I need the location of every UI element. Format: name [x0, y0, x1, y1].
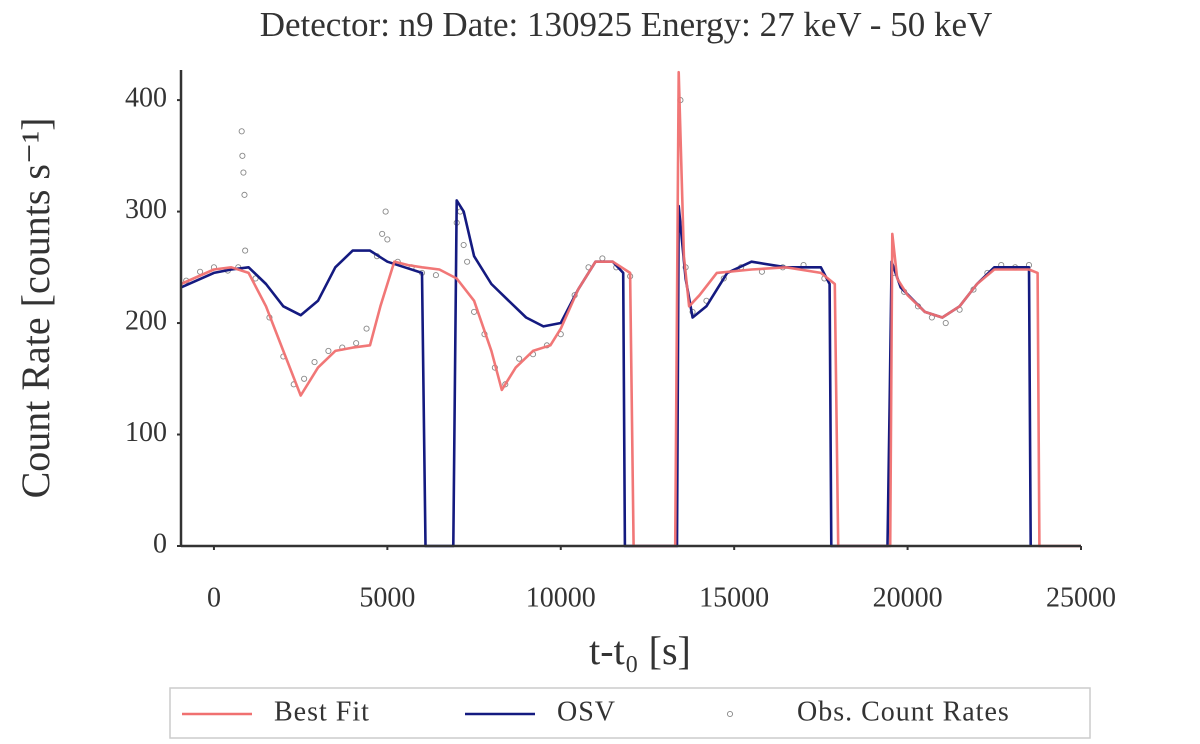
- data-point: [353, 340, 360, 347]
- data-point: [241, 191, 248, 198]
- data-point: [432, 272, 439, 279]
- data-point: [379, 230, 386, 237]
- data-point: [382, 208, 389, 215]
- data-point: [464, 258, 471, 265]
- series-line: [180, 70, 1081, 548]
- y-tick-label: 300: [125, 194, 167, 225]
- data-point: [384, 236, 391, 243]
- chart-title: Detector: n9 Date: 130925 Energy: 27 keV…: [260, 5, 993, 44]
- y-tick-label: 200: [125, 305, 167, 336]
- x-tick-label: 10000: [526, 582, 596, 613]
- x-tick-label: 25000: [1046, 582, 1116, 613]
- data-point: [599, 255, 606, 262]
- data-point: [311, 359, 318, 366]
- legend-box: [169, 687, 1091, 739]
- legend-label: OSV: [557, 696, 616, 727]
- data-point: [502, 381, 509, 388]
- data-point: [239, 152, 246, 159]
- data-point: [460, 241, 467, 249]
- data-point: [942, 319, 949, 327]
- legend-label: Obs. Count Rates: [797, 696, 1010, 727]
- data-point: [301, 375, 308, 382]
- x-axis-label: t-t₀ [s]: [589, 628, 691, 673]
- y-tick-label: 100: [125, 417, 167, 448]
- data-point: [720, 275, 727, 282]
- series-line: [180, 199, 1032, 548]
- x-tick-label: 20000: [873, 582, 943, 613]
- y-tick-label: 400: [125, 83, 167, 114]
- x-tick-label: 5000: [359, 582, 415, 613]
- x-tick-label: 0: [207, 582, 221, 613]
- legend-label: Best Fit: [274, 696, 370, 727]
- data-point: [516, 355, 523, 362]
- data-point: [363, 325, 370, 332]
- data-point: [325, 347, 332, 354]
- y-axis-label: Count Rate [counts s⁻¹]: [13, 118, 58, 499]
- data-point: [240, 169, 247, 176]
- data-point: [471, 308, 478, 315]
- data-point: [238, 128, 245, 135]
- data-point: [252, 275, 259, 282]
- y-tick-label: 0: [153, 528, 167, 559]
- x-tick-label: 15000: [699, 582, 769, 613]
- data-point: [242, 247, 249, 254]
- legend-swatch: [726, 710, 734, 718]
